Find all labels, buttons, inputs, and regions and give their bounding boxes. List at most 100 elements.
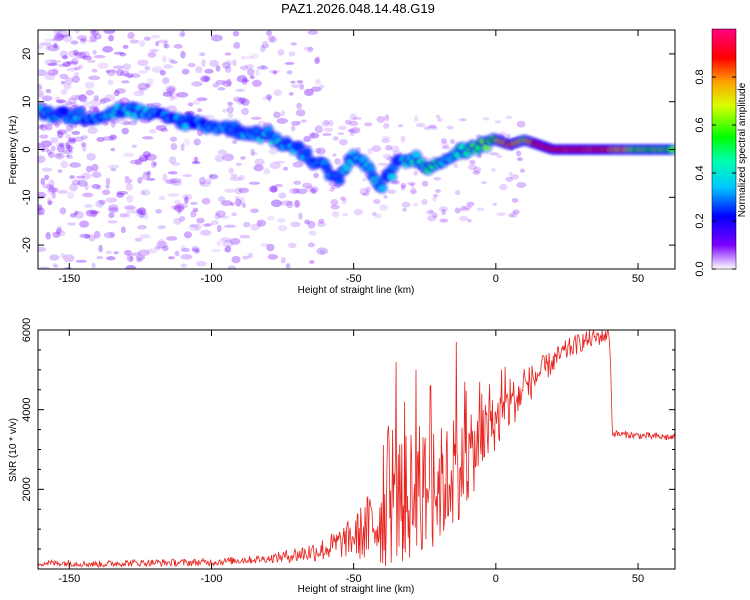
speckle-blob	[154, 245, 162, 250]
ridge-core	[387, 173, 396, 180]
speckle-blob	[238, 97, 247, 104]
speckle-blob	[55, 142, 67, 147]
speckle-blob	[239, 196, 245, 204]
speckle-blob	[290, 221, 301, 228]
speckle-blob	[44, 59, 57, 67]
speckle-blob	[108, 34, 114, 42]
speckle-blob	[267, 95, 272, 102]
speckle-blob	[42, 183, 55, 189]
speckle-blob	[139, 40, 146, 48]
speckle-blob	[50, 136, 59, 144]
speckle-blob	[156, 240, 168, 249]
speckle-blob	[240, 156, 246, 160]
speckle-blob	[68, 136, 76, 142]
speckle-blob	[289, 188, 299, 195]
speckle-blob	[467, 219, 472, 223]
speckle-blob	[91, 30, 96, 35]
speckle-blob	[198, 176, 207, 185]
speckle-blob	[187, 102, 194, 107]
speckle-blob	[308, 132, 320, 139]
speckle-blob	[304, 185, 314, 193]
speckle-blob	[217, 196, 226, 202]
x-tick-label: -100	[200, 273, 222, 285]
speckle-blob	[215, 65, 221, 72]
speckle-blob	[102, 45, 114, 53]
speckle-blob	[310, 132, 316, 138]
speckle-blob	[427, 209, 434, 214]
speckle-blob	[190, 201, 198, 205]
ridge-core	[302, 148, 311, 156]
spectral-ridge	[38, 101, 675, 194]
speckle-blob	[410, 183, 415, 187]
speckle-blob	[367, 147, 373, 155]
speckle-blob	[45, 123, 53, 131]
speckle-blob	[387, 189, 397, 194]
speckle-blob	[505, 115, 513, 120]
speckle-blob	[108, 212, 115, 219]
speckle-blob	[125, 183, 133, 191]
speckle-blob	[38, 155, 46, 164]
speckle-blob	[88, 234, 96, 242]
speckle-blob	[119, 52, 127, 57]
speckle-blob	[147, 51, 157, 58]
speckle-blob	[516, 182, 527, 189]
speckle-blob	[349, 120, 359, 127]
speckle-blob	[214, 154, 224, 163]
speckle-blob	[38, 207, 46, 215]
speckle-blob	[106, 69, 116, 77]
speckle-blob	[73, 136, 84, 142]
speckle-blob	[268, 148, 278, 155]
speckle-blob	[162, 77, 170, 84]
speckle-blob	[235, 196, 240, 200]
ridge-core	[60, 107, 69, 114]
speckle-blob	[466, 201, 475, 207]
speckle-blob	[62, 55, 69, 60]
speckle-blob	[400, 184, 406, 191]
speckle-blob	[383, 195, 388, 199]
chart-title: PAZ1.2026.048.14.48.G19	[281, 1, 435, 16]
speckle-blob	[171, 205, 180, 210]
speckle-blob	[217, 87, 226, 91]
speckle-blob	[71, 57, 79, 66]
speckle-blob	[459, 207, 470, 212]
speckle-blob	[105, 69, 111, 74]
speckle-blob	[153, 161, 158, 166]
speckle-blob	[45, 88, 52, 94]
ridge-core	[75, 108, 84, 115]
speckle-blob	[310, 86, 322, 92]
speckle-blob	[83, 204, 94, 208]
speckle-blob	[71, 179, 81, 186]
speckle-blob	[114, 88, 126, 94]
speckle-blob	[40, 145, 46, 153]
speckle-blob	[170, 60, 178, 64]
speckle-blob	[296, 80, 304, 84]
speckle-blob	[240, 98, 250, 106]
speckle-blob	[169, 177, 177, 185]
speckle-blob	[141, 136, 154, 140]
speckle-blob	[162, 55, 167, 63]
speckle-blob	[150, 160, 157, 169]
y-tick-label: 2000	[21, 477, 33, 501]
speckle-blob	[267, 35, 276, 43]
speckle-blob	[45, 44, 50, 51]
speckle-blob	[51, 37, 63, 42]
speckle-blob	[54, 96, 61, 101]
speckle-blob	[430, 125, 439, 131]
speckle-blob	[129, 255, 134, 262]
speckle-blob	[127, 31, 135, 40]
speckle-blob	[372, 198, 381, 205]
speckle-blob	[440, 138, 447, 144]
speckle-blob	[166, 236, 178, 241]
speckle-blob	[210, 220, 219, 225]
speckle-blob	[183, 138, 191, 147]
speckle-blob	[236, 97, 244, 105]
speckle-blob	[224, 65, 232, 73]
speckle-blob	[446, 125, 454, 130]
speckle-blob	[68, 50, 77, 58]
speckle-blob	[110, 120, 116, 128]
speckle-blob	[197, 108, 203, 113]
speckle-blob	[46, 185, 55, 190]
speckle-blob	[81, 172, 92, 180]
speckle-blob	[47, 187, 55, 195]
speckle-blob	[315, 79, 321, 85]
